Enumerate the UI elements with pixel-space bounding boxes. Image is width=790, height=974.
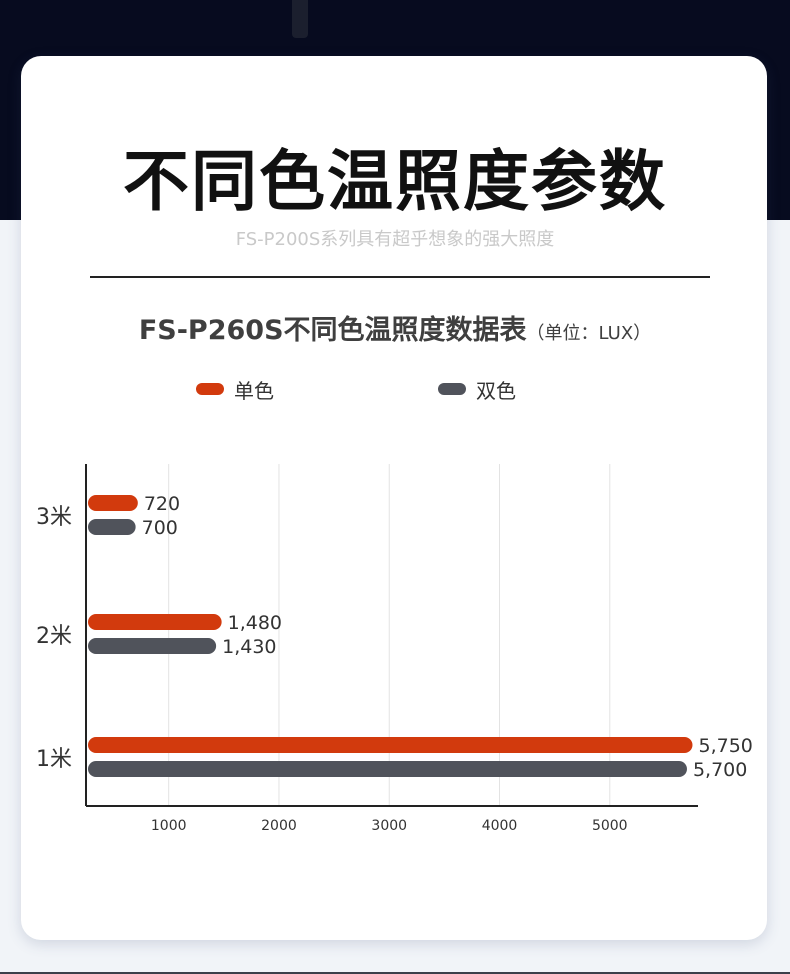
chart-title-row: FS-P260S不同色温照度数据表（单位：LUX）: [0, 308, 790, 347]
page-title: 不同色温照度参数: [123, 143, 667, 220]
legend-item-dual: 双色: [438, 376, 516, 403]
bar-dual-0: [88, 519, 136, 535]
data-label: 1,480: [228, 612, 282, 634]
bar-dual-2: [88, 761, 687, 777]
legend-label-dual: 双色: [476, 378, 516, 403]
page-subtitle: FS-P200S系列具有超乎想象的强大照度: [235, 229, 555, 250]
x-tick-label: 4000: [482, 818, 518, 834]
legend-swatch-dual: [438, 383, 466, 395]
data-label: 700: [142, 517, 178, 539]
data-label: 5,700: [693, 759, 747, 781]
legend-label-single: 单色: [234, 378, 274, 403]
data-label: 5,750: [698, 735, 752, 757]
data-label: 1,430: [222, 636, 276, 658]
x-tick-label: 5000: [592, 818, 628, 834]
chart-title: FS-P260S不同色温照度数据表: [138, 315, 527, 346]
data-label: 720: [144, 493, 180, 515]
chart-unit-note: （单位：LUX）: [526, 323, 652, 344]
legend-swatch-single: [196, 383, 224, 395]
bottom-divider-line: [0, 972, 790, 974]
x-tick-label: 3000: [371, 818, 407, 834]
content-card: [21, 56, 767, 940]
top-tab-decoration: [292, 0, 308, 38]
y-category-label: 3米: [36, 505, 72, 530]
x-tick-label: 1000: [151, 818, 187, 834]
legend-item-single: 单色: [196, 376, 274, 403]
title-divider: [90, 276, 710, 278]
bar-single-2: [88, 737, 693, 753]
bar-dual-1: [88, 638, 217, 654]
y-category-label: 1米: [36, 747, 72, 772]
bar-single-0: [88, 495, 138, 511]
bar-single-1: [88, 614, 222, 630]
y-category-label: 2米: [36, 624, 72, 649]
x-tick-label: 2000: [261, 818, 297, 834]
